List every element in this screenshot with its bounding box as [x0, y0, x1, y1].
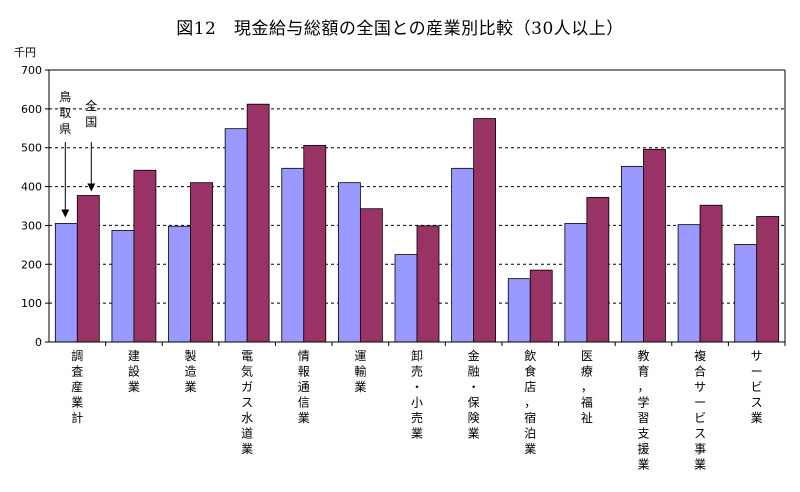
bar-tottori: [111, 230, 135, 343]
arrowhead-tottori: [61, 209, 70, 218]
bar-tottori: [281, 167, 305, 343]
category-label: 運輸業: [354, 349, 366, 394]
bar-national: [303, 144, 327, 343]
annotation-national: 全国: [85, 98, 97, 129]
bar-tottori: [451, 167, 475, 343]
category-label: 電気ガス水道業: [241, 349, 253, 456]
y-unit-label: 千円: [14, 46, 36, 59]
bar-national: [76, 195, 100, 343]
bar-tottori: [564, 223, 588, 343]
category-label: 教育，学習支援業: [637, 348, 649, 472]
bar-national: [756, 216, 780, 343]
y-tick-label: 300: [21, 219, 42, 232]
bar-national: [473, 118, 497, 343]
bar-national: [359, 208, 383, 343]
bar-national: [586, 197, 610, 343]
bar-tottori: [337, 182, 361, 343]
y-tick-label: 0: [35, 336, 42, 349]
chart-title: 図12 現金給与総額の全国との産業別比較（30人以上）: [176, 19, 624, 39]
bar-tottori: [507, 278, 531, 343]
bar-national: [133, 169, 157, 343]
bar-national: [416, 225, 440, 343]
category-label: サービス業: [751, 349, 763, 425]
category-label: 複合サービス事業: [694, 348, 706, 472]
y-tick-label: 600: [21, 103, 42, 116]
annotation-tottori: 鳥取県: [59, 89, 71, 136]
category-label: 建設業: [128, 349, 140, 394]
category-label: 医療，福祉: [581, 349, 593, 425]
bar-national: [643, 148, 666, 343]
bar-national: [190, 182, 213, 343]
bar-tottori: [621, 165, 644, 343]
bars: [54, 103, 780, 343]
axes: [45, 69, 786, 346]
y-tick-label: 500: [21, 142, 42, 155]
y-tick-label: 400: [21, 181, 42, 194]
category-label: 飲食店，宿泊業: [524, 348, 536, 456]
category-label: 金融・保険業: [468, 348, 480, 441]
bar-national: [529, 269, 553, 343]
arrowhead-national: [87, 183, 96, 192]
y-tick-label: 100: [21, 297, 42, 310]
y-tick-label: 200: [21, 258, 42, 271]
bar-national: [246, 103, 270, 343]
category-label: 卸売・小売業: [411, 348, 423, 441]
y-tick-label: 700: [21, 64, 42, 77]
bar-tottori: [224, 128, 248, 343]
bar-tottori: [394, 254, 418, 343]
bar-tottori: [734, 244, 758, 343]
category-label: 製造業: [185, 349, 197, 394]
category-label: 調査産業計: [71, 349, 83, 425]
category-label: 情報通信業: [298, 349, 310, 425]
bar-national: [699, 204, 723, 343]
bar-tottori: [54, 223, 78, 343]
bar-tottori: [168, 225, 191, 343]
bar-tottori: [677, 224, 701, 343]
